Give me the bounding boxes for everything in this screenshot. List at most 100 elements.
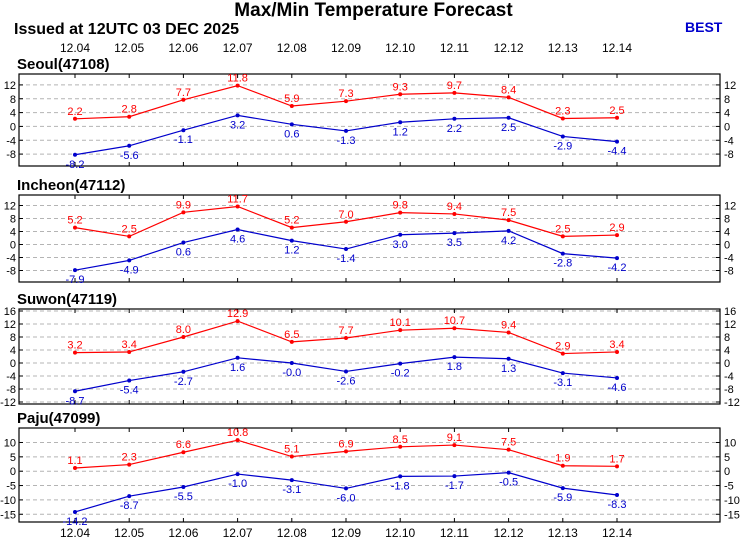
top-date-label: 12.09 (331, 41, 361, 55)
data-label-max: 5.1 (284, 444, 299, 456)
y-tick-label-right: -4 (724, 253, 734, 265)
top-date-label: 12.12 (494, 41, 524, 55)
data-label-max: 2.9 (609, 222, 624, 234)
data-point-max (289, 104, 294, 109)
data-label-min: -5.9 (553, 492, 572, 504)
data-point-min (289, 478, 294, 483)
data-point-min (73, 152, 77, 157)
data-point-max (73, 116, 77, 121)
bottom-date-label: 12.07 (223, 526, 253, 540)
y-tick-label-left: 12 (4, 201, 16, 213)
data-label-max: 9.7 (447, 80, 462, 92)
data-point-max (452, 326, 457, 331)
data-label-min: 4.6 (230, 234, 245, 246)
y-tick-label-right: 4 (724, 345, 730, 357)
data-point-min (615, 139, 619, 144)
bottom-date-label: 12.10 (385, 526, 415, 540)
bottom-date-label: 12.05 (114, 526, 144, 540)
data-point-min (127, 143, 132, 148)
data-label-max: 2.5 (122, 223, 137, 235)
data-label-min: -0.0 (282, 367, 301, 379)
data-point-min (344, 247, 348, 252)
station-title: Suwon(47119) (17, 291, 117, 308)
data-point-max (506, 330, 511, 335)
data-point-max (506, 218, 511, 223)
top-date-label: 12.13 (548, 41, 578, 55)
bottom-date-label: 12.11 (440, 526, 469, 540)
data-point-min (181, 484, 186, 489)
data-label-max: 9.4 (501, 319, 516, 331)
data-point-min (398, 474, 403, 479)
data-point-min (398, 361, 403, 366)
top-date-label: 12.04 (60, 41, 90, 55)
data-point-max (127, 349, 132, 354)
data-label-min: -8.3 (608, 499, 627, 511)
data-label-min: 1.2 (393, 126, 408, 138)
data-point-min (398, 120, 403, 125)
y-tick-label-right: -10 (724, 495, 740, 507)
data-point-max (615, 349, 619, 354)
data-label-min: 3.2 (230, 119, 245, 131)
data-point-min (235, 472, 240, 477)
data-point-max (560, 351, 565, 356)
top-date-label: 12.07 (223, 41, 253, 55)
data-label-max: 1.1 (67, 455, 82, 467)
data-label-max: 2.5 (555, 223, 570, 235)
data-point-max (398, 444, 403, 449)
data-label-min: 2.5 (501, 122, 516, 134)
data-label-min: -6.0 (337, 492, 356, 504)
station-title: Seoul(47108) (17, 56, 110, 73)
data-point-min (344, 369, 348, 374)
data-label-min: 1.3 (501, 363, 516, 375)
data-label-max: 9.4 (447, 201, 462, 213)
data-point-min (560, 486, 565, 491)
data-point-min (506, 470, 511, 475)
data-label-min: -2.8 (553, 258, 572, 270)
y-tick-label-left: 4 (10, 227, 16, 239)
data-point-max (181, 210, 186, 215)
data-label-max: 6.6 (176, 439, 191, 451)
y-tick-label-left: 10 (4, 437, 16, 449)
y-tick-label-left: 5 (10, 452, 16, 464)
y-tick-label-right: 4 (724, 227, 730, 239)
data-label-max: 10.8 (227, 427, 248, 439)
data-label-max: 7.3 (338, 88, 353, 100)
data-label-min: -5.5 (174, 491, 193, 503)
data-label-max: 7.7 (176, 87, 191, 99)
y-tick-label-left: 16 (4, 306, 16, 318)
data-point-min (235, 227, 240, 232)
data-label-max: 2.2 (67, 106, 82, 118)
data-label-min: -2.6 (337, 375, 356, 387)
data-label-max: 8.0 (176, 324, 191, 336)
data-label-min: 0.6 (176, 247, 191, 259)
chart-title: Max/Min Temperature Forecast (234, 0, 513, 21)
data-point-min (289, 238, 294, 243)
data-label-max: 5.2 (67, 215, 82, 227)
data-label-min: 0.6 (284, 128, 299, 140)
data-label-max: 3.4 (122, 339, 137, 351)
data-label-max: 5.9 (284, 93, 299, 105)
data-label-min: -7.9 (66, 274, 85, 286)
data-point-max (181, 335, 186, 339)
data-label-max: 2.3 (555, 105, 570, 117)
data-point-min (73, 389, 77, 394)
y-tick-label-right: 0 (724, 466, 730, 478)
data-label-min: -8.2 (66, 159, 85, 171)
y-tick-label-right: 8 (724, 214, 730, 226)
station-title: Incheon(47112) (17, 177, 125, 194)
data-label-max: 3.4 (609, 339, 624, 351)
panel-frame (18, 427, 721, 523)
data-point-min (452, 355, 457, 360)
y-tick-label-right: -15 (724, 509, 740, 521)
bottom-date-label: 12.06 (168, 526, 198, 540)
data-point-max (452, 443, 457, 448)
data-label-max: 6.9 (338, 438, 353, 450)
data-label-max: 2.8 (122, 104, 137, 116)
data-point-max (506, 95, 511, 100)
data-label-min: -4.4 (608, 146, 627, 158)
issued-time: Issued at 12UTC 03 DEC 2025 (14, 21, 239, 38)
data-point-max (344, 99, 348, 104)
data-point-max (127, 234, 132, 239)
y-tick-label-left: 0 (10, 240, 16, 252)
data-label-min: -5.4 (120, 385, 139, 397)
